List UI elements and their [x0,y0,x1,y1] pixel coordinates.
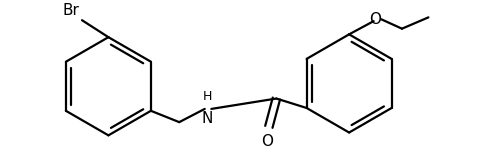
Text: H: H [203,90,212,103]
Text: Br: Br [62,3,79,18]
Text: O: O [261,134,273,149]
Text: N: N [202,111,213,126]
Text: O: O [370,12,382,27]
